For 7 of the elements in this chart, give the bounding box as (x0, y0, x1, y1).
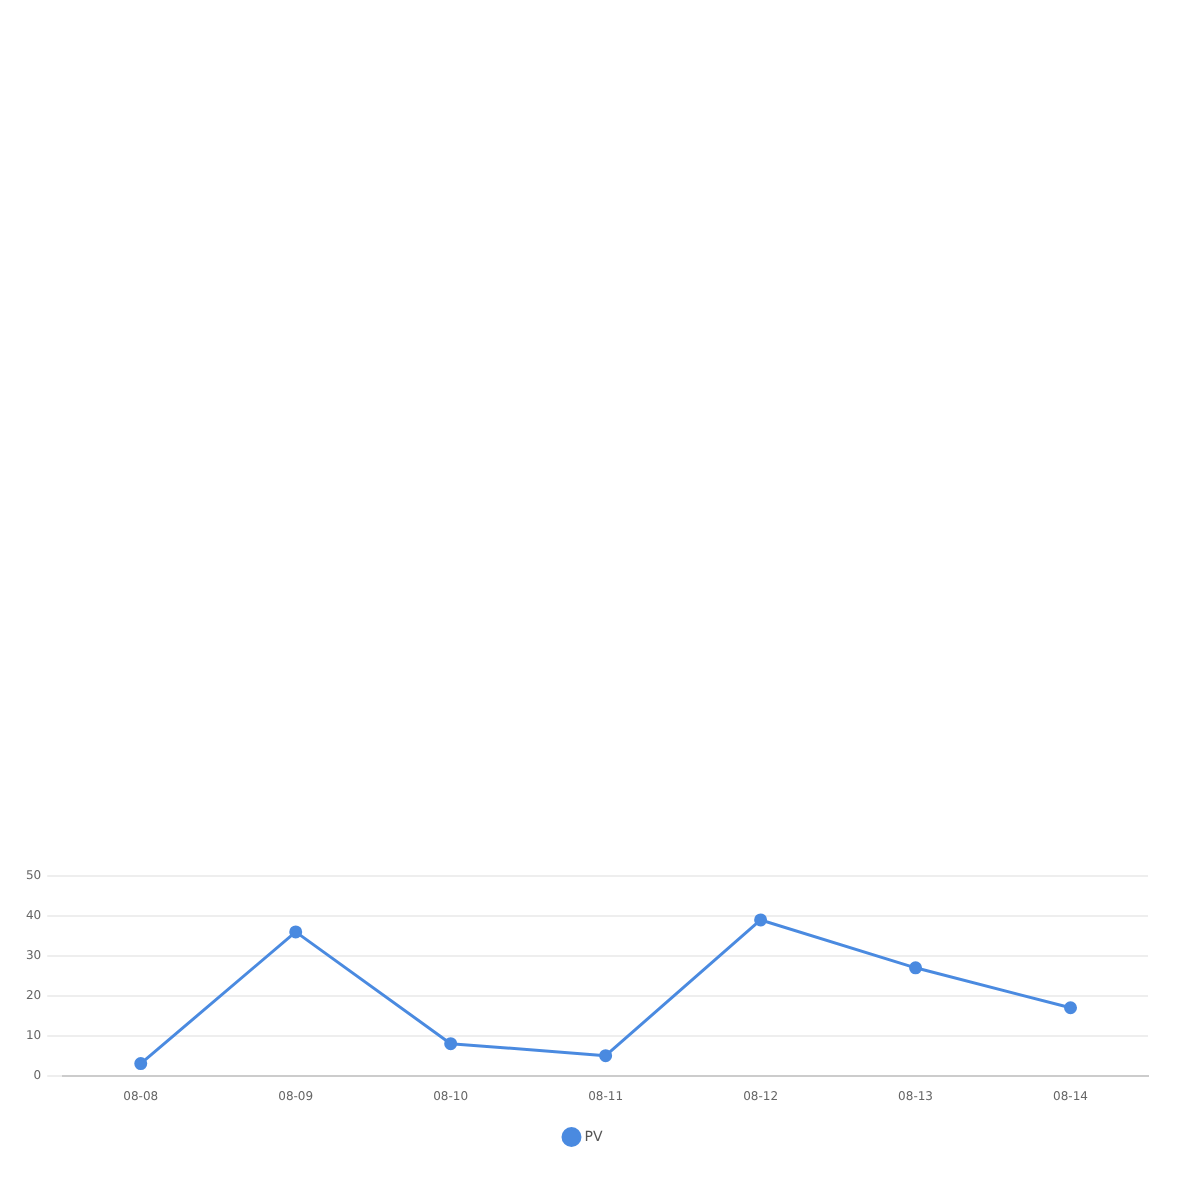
point (909, 961, 923, 975)
point (444, 1037, 458, 1051)
point (599, 1049, 613, 1063)
point (1064, 1001, 1078, 1015)
point (134, 1057, 148, 1071)
point (289, 925, 303, 939)
point (754, 913, 768, 927)
